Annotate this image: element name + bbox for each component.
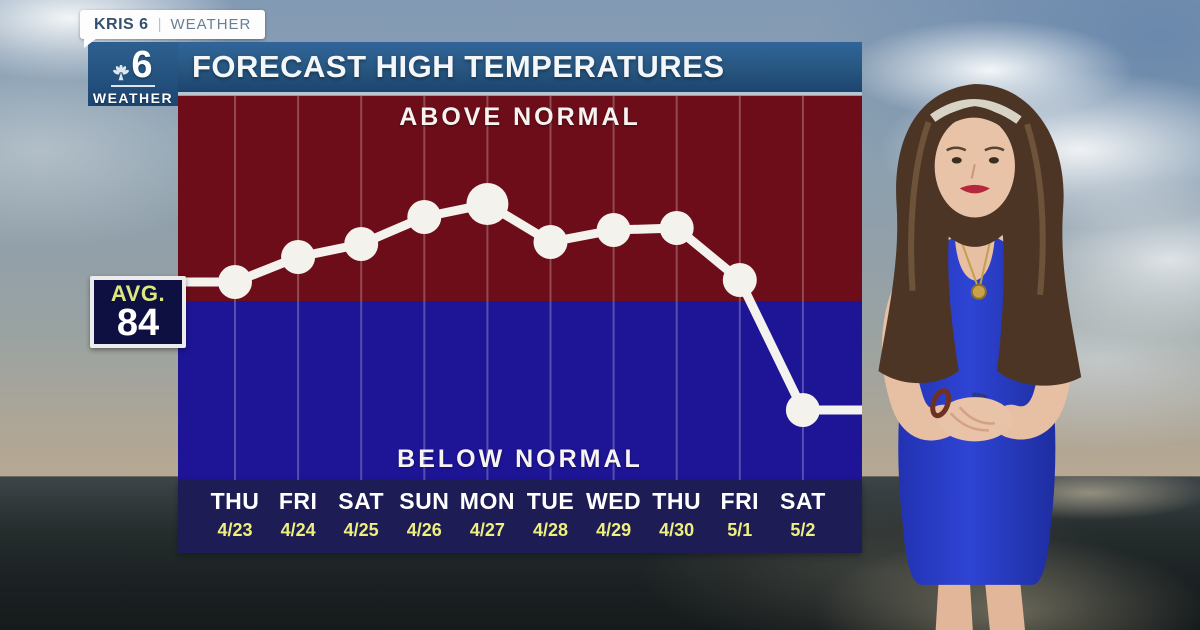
day-column: WED 4/29 [580,480,648,553]
day-column: FRI 5/1 [706,480,774,553]
date-label: 4/29 [596,520,632,540]
day-column: SAT 4/25 [327,480,395,553]
day-label: MON [459,488,515,514]
data-point [218,265,252,299]
plot-svg [178,96,862,480]
presenter-headband [930,99,1022,124]
date-label: 4/24 [280,520,316,540]
day-column: MON 4/27 [453,480,521,553]
day-label: SAT [338,488,385,514]
logo-underline [111,85,155,87]
data-point [407,200,442,234]
day-axis-strip: THU 4/23 FRI 4/24 SAT 4/25 SUN 4/26 MON 4/27 TUE 4/… [178,480,862,553]
average-value: 84 [116,302,160,344]
day-label: WED [586,488,642,514]
station-logo-block: 6 WEATHER [88,42,178,106]
date-label: 4/25 [343,520,379,540]
logo-label: WEATHER [92,90,174,106]
station-name: KRIS 6 [94,15,149,33]
page-title: FORECAST HIGH TEMPERATURES [192,49,725,84]
day-column: THU 4/23 [201,480,269,553]
day-label: FRI [278,488,318,514]
day-column: THU 4/30 [643,480,711,553]
station-badge: KRIS 6 | WEATHER [80,10,266,48]
day-column: FRI 4/24 [264,480,332,553]
presenter-hairline [934,106,1015,139]
presenter-eyes [951,157,999,164]
average-badge: AVG. 84 [90,276,186,348]
date-label: 4/26 [406,520,442,540]
data-point [785,393,820,427]
day-label: SAT [779,488,826,514]
data-point [659,211,694,245]
data-point [281,240,316,274]
day-label: FRI [720,488,760,514]
presenter-hair [878,84,1082,386]
badge-divider: | [157,16,162,33]
below-normal-region [178,301,862,480]
logo-number: 6 [131,44,153,86]
presenter-legs [935,579,1025,630]
data-point [722,263,757,297]
peacock-icon [113,65,130,81]
presenter-nose [970,164,976,179]
presenter-eyebrows [946,146,1005,152]
date-label: 5/2 [790,520,816,540]
data-point [533,225,568,259]
day-column: SUN 4/26 [390,480,458,553]
average-label: AVG. [110,281,166,306]
below-normal-label: BELOW NORMAL [397,445,643,473]
header-bar: FORECAST HIGH TEMPERATURES [88,42,862,95]
date-label: 4/28 [532,520,569,540]
badge-section: WEATHER [170,16,252,33]
date-label: 4/27 [469,520,505,540]
day-label: THU [652,488,702,514]
chart-plot-area: ABOVE NORMAL BELOW NORMAL [178,96,862,480]
day-label: TUE [526,488,575,514]
day-label: THU [210,488,260,514]
date-label: 5/1 [727,520,753,540]
hand-finger-lines [949,406,996,432]
day-label: SUN [399,488,450,514]
presenter-bracelet [930,388,952,419]
forecast-chart: ABOVE NORMAL BELOW NORMAL THU 4/23 FRI 4/24… [178,96,862,557]
data-point [344,227,379,261]
date-label: 4/23 [217,520,253,540]
day-column: TUE 4/28 [517,480,585,553]
day-column: SAT 5/2 [769,480,837,553]
data-point [596,213,631,247]
weather-presenter [878,84,1082,630]
data-point [466,183,509,225]
hair-highlights [908,121,1046,296]
necklace-pendant [970,283,987,300]
date-label: 4/30 [659,520,695,540]
temperature-line [178,199,862,415]
presenter-lips [959,184,990,194]
above-normal-label: ABOVE NORMAL [399,103,641,131]
